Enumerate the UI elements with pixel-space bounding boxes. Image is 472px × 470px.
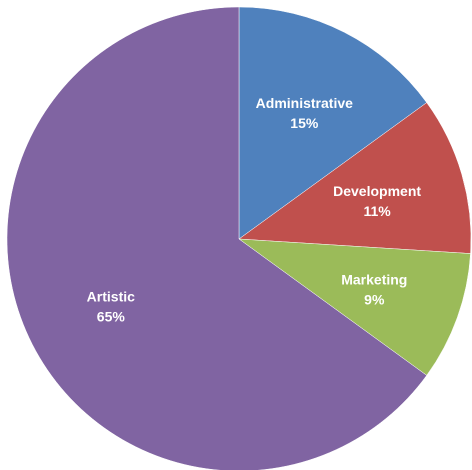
slice-category-label: Development	[333, 183, 421, 199]
pie-slice-marketing	[238, 238, 471, 376]
slice-label-administrative: Administrative 15%	[256, 95, 353, 131]
slice-value-label: 15%	[290, 115, 319, 131]
pie-labels: Administrative 15% Development 11% Marketing…	[87, 95, 422, 324]
pie-slice-development	[238, 102, 472, 254]
slice-value-label: 9%	[364, 292, 385, 308]
slice-value-label: 65%	[97, 308, 126, 324]
slice-category-label: Administrative	[256, 95, 353, 111]
slice-label-development: Development 11%	[333, 183, 421, 219]
slice-category-label: Marketing	[341, 272, 407, 288]
pie-slices	[6, 6, 472, 470]
slice-category-label: Artistic	[87, 288, 135, 304]
pie-slice-administrative	[238, 6, 428, 240]
slice-value-label: 11%	[363, 203, 391, 219]
pie-slice-artistic	[6, 6, 428, 470]
slice-label-artistic: Artistic 65%	[87, 288, 135, 324]
slice-label-marketing: Marketing 9%	[341, 272, 407, 308]
